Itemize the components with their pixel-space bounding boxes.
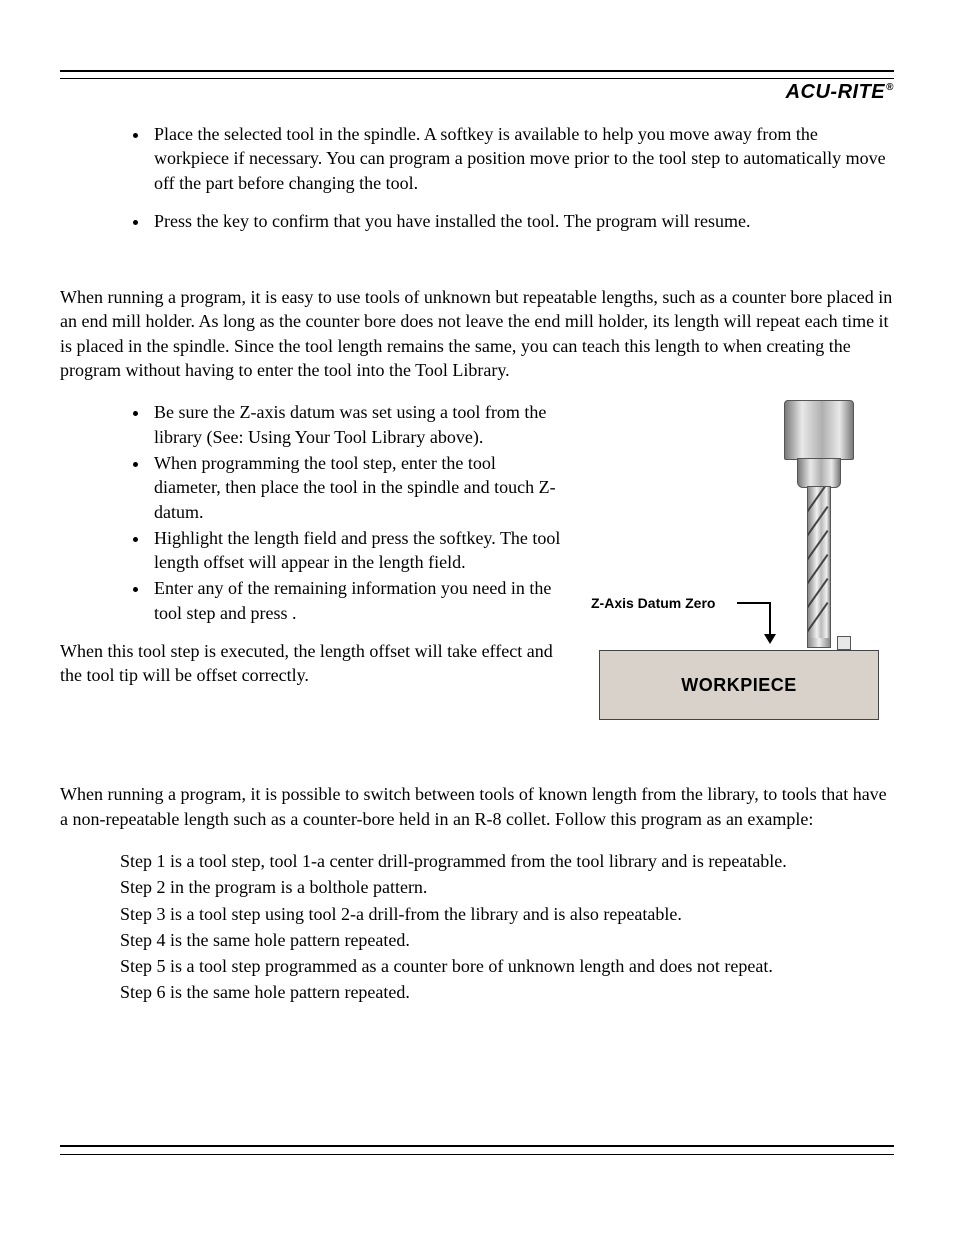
page: ACU-RITE® Place the selected tool in the… [0,0,954,1235]
small-block [837,636,851,650]
step-item: Step 2 in the program is a bolthole patt… [120,875,894,899]
datum-arrow [769,602,771,642]
spacer [60,752,894,782]
step-item: Step 4 is the same hole pattern repeated… [120,928,894,952]
bullet-item: When programming the tool step, enter th… [150,451,564,524]
tool-diagram: Z-Axis Datum Zero WORKPIECE [589,400,889,740]
paragraph: When this tool step is executed, the len… [60,639,564,688]
step-item: Step 3 is a tool step using tool 2-a dri… [120,902,894,926]
brand-logo: ACU-RITE® [786,81,894,104]
spacer [60,255,894,285]
step-item: Step 5 is a tool step programmed as a co… [120,954,894,978]
bullet-item: Be sure the Z-axis datum was set using a… [150,400,564,449]
two-column-section: Be sure the Z-axis datum was set using a… [60,400,894,740]
bullet-item: Press the key to confirm that you have i… [150,209,894,233]
datum-label: Z-Axis Datum Zero [591,594,715,613]
content: Place the selected tool in the spindle. … [60,122,894,1005]
footer-rule-thick [60,1145,894,1147]
workpiece-label: WORKPIECE [681,673,797,697]
workpiece-block: WORKPIECE [599,650,879,720]
brand-mark: ® [886,82,894,93]
bullet-item: Place the selected tool in the spindle. … [150,122,894,195]
left-column: Be sure the Z-axis datum was set using a… [60,400,564,740]
tool-holder-upper [784,400,854,460]
paragraph: When running a program, it is possible t… [60,782,894,831]
tool-shaft [807,486,831,640]
header-rule-thick [60,70,894,72]
datum-leader-line [737,602,771,604]
top-bullet-list: Place the selected tool in the spindle. … [60,122,894,233]
paragraph: When running a program, it is easy to us… [60,285,894,382]
bullet-item: Enter any of the remaining information y… [150,576,564,625]
step-item: Step 1 is a tool step, tool 1-a center d… [120,849,894,873]
step-item: Step 6 is the same hole pattern repeated… [120,980,894,1004]
steps-list: Step 1 is a tool step, tool 1-a center d… [60,849,894,1005]
header-row: ACU-RITE® [60,78,894,104]
footer-rule-thin [60,1154,894,1155]
bullet-item: Highlight the length field and press the… [150,526,564,575]
right-column: Z-Axis Datum Zero WORKPIECE [584,400,894,740]
tool-tip [807,638,831,648]
mid-bullet-list: Be sure the Z-axis datum was set using a… [60,400,564,625]
brand-name: ACU-RITE [786,81,886,103]
tool-holder-lower [797,458,841,488]
